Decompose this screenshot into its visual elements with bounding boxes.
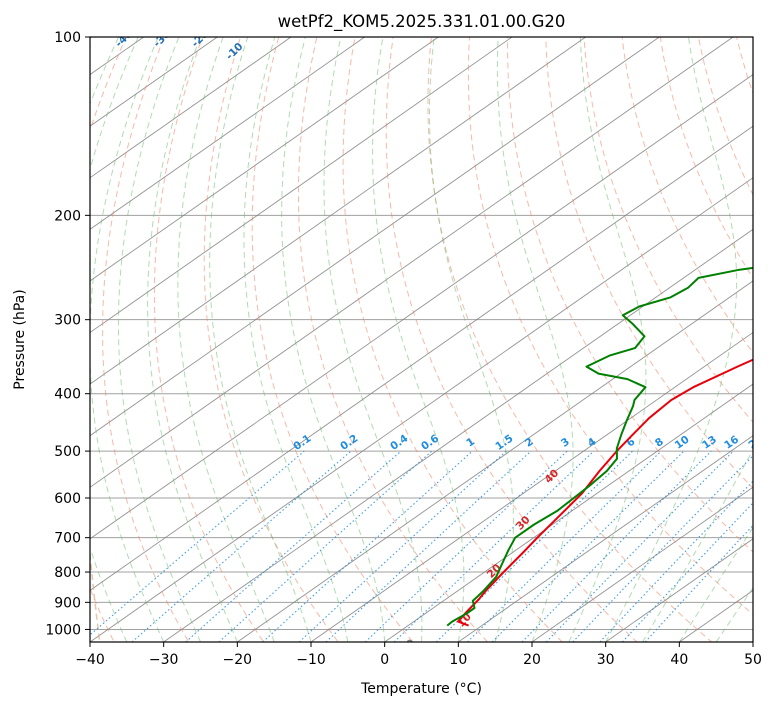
isotherm-line (162, 228, 753, 642)
isotherm-line (90, 74, 753, 540)
moist-adiabat-line (243, 37, 349, 642)
isotherm-line (90, 177, 753, 642)
dry-adiabat-line (697, 37, 753, 196)
isotherm-line (531, 486, 753, 642)
isotherm-line (604, 538, 753, 642)
x-tick-label: 10 (449, 652, 467, 668)
moist-adiabat-line (372, 37, 465, 642)
moist-adiabat-line (568, 37, 647, 642)
isotherm-line (457, 435, 753, 642)
mixing-ratio-line (393, 450, 595, 642)
isotherm-line (90, 37, 661, 437)
y-axis-label: Pressure (hPa) (12, 289, 28, 389)
x-tick-label: −40 (75, 652, 105, 668)
x-tick-label: 0 (380, 652, 389, 668)
dry-adiabat-line (251, 37, 414, 642)
y-tick-label: 800 (54, 565, 81, 581)
axes: −40 −30 −20 −10 0 10 20 30 40 5010020030040050060… (45, 30, 762, 668)
mixing-ratio-label: 20 (746, 434, 765, 452)
mixing-ratio-line (131, 450, 352, 642)
moist-adiabat-line (147, 37, 238, 642)
chart-title: wetPf2_KOM5.2025.331.01.00.G20 (278, 12, 566, 32)
isotherm-line (90, 37, 292, 179)
dry-adiabat-line (153, 37, 265, 642)
isotherm-line (90, 125, 753, 591)
background-lines (90, 37, 753, 642)
isotherm-line (310, 331, 753, 642)
dry-adiabat-line (427, 37, 713, 642)
isotherm-line (90, 37, 219, 127)
x-tick-label: −20 (223, 652, 253, 668)
dry-adiabat-line (659, 37, 753, 279)
mixing-ratio-line (545, 450, 734, 642)
x-tick-label: 20 (523, 652, 541, 668)
plot-frame (89, 36, 754, 643)
y-tick-label: 500 (54, 444, 81, 460)
dry-adiabat-line (297, 37, 489, 642)
dry-adiabat-line (507, 37, 753, 553)
moist-adiabat-line (117, 37, 201, 642)
mixing-ratio-line (621, 502, 753, 642)
y-tick-label: 200 (54, 208, 81, 224)
dewpoint-profile (446, 266, 753, 627)
isotherm-line (90, 37, 734, 488)
mixing-ratio-line (185, 450, 402, 642)
dry-adiabat-label: 0 (404, 637, 418, 651)
y-tick-label: 600 (54, 491, 81, 507)
mixing-ratio-line (467, 450, 662, 642)
y-tick-label: 700 (54, 531, 81, 547)
x-tick-label: −10 (296, 652, 326, 668)
mixing-ratio-line (298, 450, 507, 642)
y-tick-label: 100 (54, 30, 81, 46)
y-tick-label: 900 (54, 595, 81, 611)
mixing-ratio-line (491, 450, 685, 642)
dry-adiabat-line (621, 37, 753, 354)
y-tick-label: 300 (54, 313, 81, 329)
y-tick-label: 1000 (45, 622, 81, 638)
moist-adiabat-line (90, 37, 139, 642)
isotherm-line (90, 37, 587, 385)
moist-adiabat-line (177, 37, 275, 642)
moist-adiabat-line (429, 37, 514, 642)
moist-adiabat-line (281, 37, 386, 642)
mixing-ratio-line (325, 450, 532, 642)
dry-adiabat-line (203, 37, 339, 642)
mixing-ratio-line (218, 450, 433, 642)
x-tick-label: 40 (670, 652, 688, 668)
moist-adiabat-line (715, 586, 753, 642)
x-tick-label: −30 (149, 652, 179, 668)
isotherm-line (90, 37, 440, 282)
moist-adiabat-line (323, 37, 423, 642)
dry-adiabat-line (385, 37, 638, 642)
mixing-ratio-line (599, 480, 753, 642)
dry-adiabat-line (467, 37, 753, 616)
x-tick-label: 30 (597, 652, 615, 668)
moist-adiabat-line (209, 37, 312, 642)
isotherm-line (90, 37, 513, 334)
profiles (446, 266, 753, 627)
isotherm-line (90, 37, 366, 230)
moist-adiabat-line (90, 37, 165, 642)
moist-adiabat-line (605, 37, 738, 642)
dry-adiabat-line (342, 37, 564, 642)
dry-adiabat-line (102, 37, 190, 642)
x-tick-label: 50 (744, 652, 762, 668)
temperature-profile (457, 358, 753, 627)
y-tick-label: 400 (54, 387, 81, 403)
isotherm-line (383, 383, 753, 642)
mixing-ratio-line (572, 454, 753, 642)
moist-adiabat-line (496, 37, 574, 642)
mixing-ratio-line (521, 450, 712, 642)
dry-adiabat-line (545, 37, 753, 489)
mixing-ratio-line (364, 450, 568, 642)
isotherm-line (236, 280, 753, 642)
x-axis-label: Temperature (°C) (360, 681, 482, 697)
